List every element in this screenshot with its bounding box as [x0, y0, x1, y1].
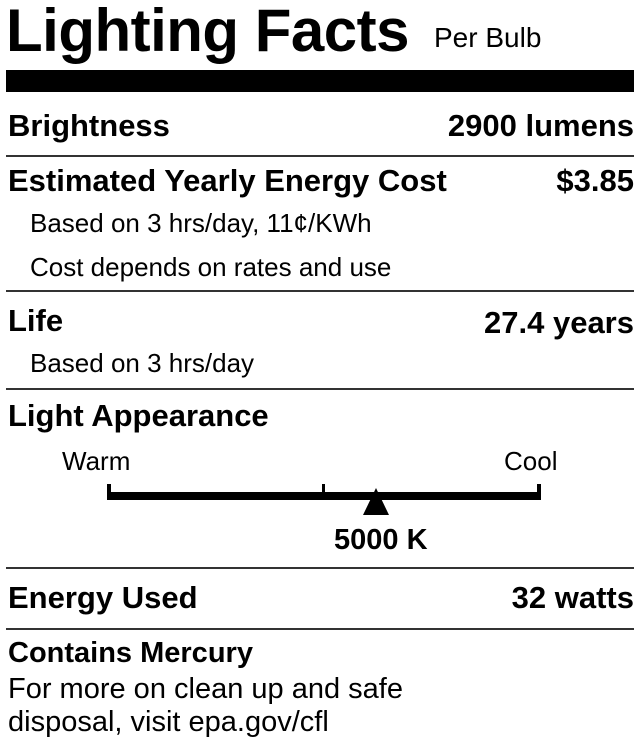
warm-label: Warm: [62, 446, 131, 476]
mercury-info-line1: For more on clean up and safe: [8, 673, 403, 705]
scale-tick-mid: [322, 484, 325, 500]
mercury-info-line2: disposal, visit epa.gov/cfl: [8, 706, 329, 738]
life-note: Based on 3 hrs/day: [30, 348, 255, 378]
energy-used-label: Energy Used: [8, 580, 198, 615]
mercury-label: Contains Mercury: [8, 637, 253, 669]
light-appearance-label: Light Appearance: [8, 398, 269, 433]
color-temperature-scale: [107, 484, 541, 516]
label-title: Lighting Facts: [6, 0, 409, 64]
energy-cost-note-depends: Cost depends on rates and use: [30, 252, 392, 282]
scale-tick-warm: [107, 484, 111, 500]
brightness-label: Brightness: [8, 108, 170, 143]
cool-label: Cool: [504, 446, 558, 476]
per-bulb-subtitle: Per Bulb: [434, 22, 542, 53]
brightness-value: 2900 lumens: [447, 108, 634, 143]
divider: [6, 290, 634, 292]
energy-used-value: 32 watts: [511, 580, 634, 615]
energy-cost-label: Estimated Yearly Energy Cost: [8, 163, 447, 198]
life-value: 27.4 years: [484, 305, 634, 340]
divider: [6, 567, 634, 569]
divider: [6, 155, 634, 157]
energy-cost-note-rate: Based on 3 hrs/day, 11¢/KWh: [30, 208, 372, 238]
energy-cost-value: $3.85: [556, 163, 634, 198]
header-bar: [6, 70, 634, 92]
life-label: Life: [8, 303, 64, 338]
scale-tick-cool: [537, 484, 541, 500]
color-temperature-value: 5000 K: [334, 524, 428, 556]
divider: [6, 388, 634, 390]
scale-marker-triangle-icon: [363, 488, 390, 515]
divider: [6, 628, 634, 630]
